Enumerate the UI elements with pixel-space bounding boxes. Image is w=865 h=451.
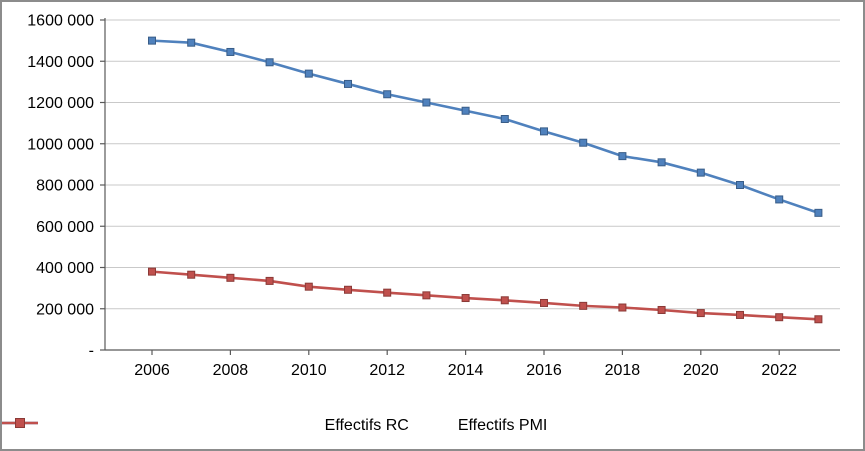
x-tick-label: 2016: [526, 362, 562, 379]
data-point-marker: [500, 296, 509, 305]
data-point-marker: [265, 276, 274, 285]
data-point-marker: [265, 58, 274, 67]
y-tick-label: 1400 000: [27, 54, 94, 71]
data-point-marker: [304, 69, 313, 78]
data-point-marker: [226, 47, 235, 56]
data-point-marker: [736, 310, 744, 319]
series-line-1: [151, 270, 819, 321]
chart-legend: Effectifs RC Effectifs PMI: [2, 417, 863, 435]
data-point-marker: [422, 291, 431, 300]
data-point-marker: [579, 301, 588, 310]
y-tick-label: 200 000: [36, 301, 94, 318]
y-tick-label: 400 000: [36, 260, 94, 277]
data-point-marker: [187, 38, 196, 47]
x-tick-label: 2008: [213, 362, 249, 379]
y-tick-label: 800 000: [36, 178, 94, 195]
data-point-marker: [775, 195, 784, 204]
data-point-marker: [657, 158, 666, 167]
data-point-marker: [579, 138, 588, 147]
y-tick-label: 1000 000: [27, 136, 94, 153]
legend-item-effectifs-pmi[interactable]: Effectifs PMI: [2, 417, 548, 435]
data-point-marker: [383, 288, 392, 297]
data-point-marker: [461, 106, 470, 115]
series-line-0: [151, 39, 819, 215]
y-tick-label: 1200 000: [27, 95, 94, 112]
data-point-marker: [304, 282, 313, 291]
data-point-marker: [736, 181, 744, 189]
x-tick-label: 2010: [291, 362, 327, 379]
y-tick-label: 600 000: [36, 219, 94, 236]
data-point-marker: [500, 115, 509, 123]
data-point-marker: [461, 294, 470, 303]
legend-item-effectifs-rc[interactable]: Effectifs RC: [2, 417, 409, 435]
data-point-marker: [657, 305, 666, 314]
data-point-marker: [226, 273, 235, 282]
data-point-marker: [187, 270, 196, 279]
legend-label-rc: Effectifs RC: [324, 417, 409, 434]
data-point-marker: [775, 313, 784, 322]
legend-marker-glyph: [2, 418, 38, 428]
data-point-marker: [696, 168, 705, 177]
y-tick-label: -: [89, 343, 94, 360]
x-tick-label: 2006: [134, 362, 170, 379]
data-point-marker: [814, 208, 823, 217]
data-point-marker: [540, 298, 548, 307]
data-point-marker: [696, 309, 705, 318]
y-tick-label: 1600 000: [27, 13, 94, 30]
data-point-marker: [148, 267, 156, 276]
x-tick-label: 2012: [369, 362, 405, 379]
x-tick-label: 2018: [605, 362, 641, 379]
data-point-marker: [344, 79, 352, 88]
data-point-marker: [814, 315, 823, 324]
x-tick-label: 2022: [761, 362, 797, 379]
legend-label-pmi: Effectifs PMI: [457, 417, 548, 434]
data-point-marker: [618, 152, 627, 161]
data-point-marker: [540, 127, 548, 136]
data-point-marker: [148, 36, 156, 45]
data-point-marker: [344, 285, 352, 294]
data-point-marker: [422, 98, 431, 107]
x-tick-label: 2014: [448, 362, 484, 379]
data-point-marker: [383, 90, 392, 99]
x-tick-label: 2020: [683, 362, 719, 379]
data-point-marker: [618, 303, 627, 312]
